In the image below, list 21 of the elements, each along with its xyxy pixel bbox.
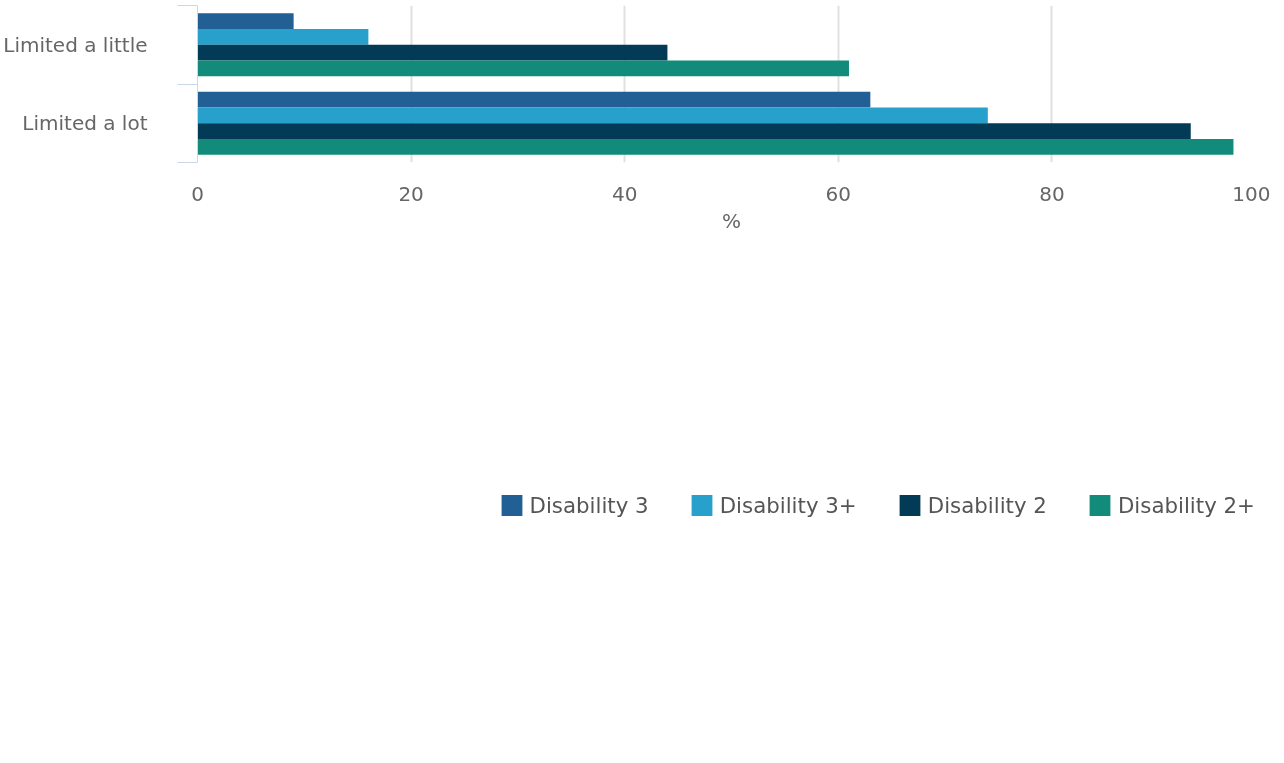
y-tick-label: Limited a little (3, 32, 148, 57)
x-tick-label: 80 (1039, 181, 1065, 206)
bar (197, 44, 668, 61)
bar (197, 29, 369, 45)
x-axis-title: % (722, 208, 742, 233)
bar (197, 60, 849, 77)
legend-label: Disability 2+ (1117, 492, 1255, 518)
bar (197, 138, 1234, 155)
y-tick-label: Limited a lot (22, 111, 148, 136)
bar (197, 107, 988, 124)
legend-label: Disability 2 (927, 492, 1047, 518)
x-tick-label: 100 (1232, 181, 1271, 206)
x-tick-label: 40 (611, 181, 638, 206)
x-tick-label: 60 (825, 181, 852, 206)
legend-label: Disability 3 (529, 492, 649, 518)
bar (197, 123, 1191, 139)
x-tick-label: 20 (398, 181, 424, 206)
x-tick-label: 0 (191, 181, 204, 206)
legend-label: Disability 3+ (719, 492, 857, 518)
bar (197, 91, 871, 108)
bar (197, 13, 294, 30)
